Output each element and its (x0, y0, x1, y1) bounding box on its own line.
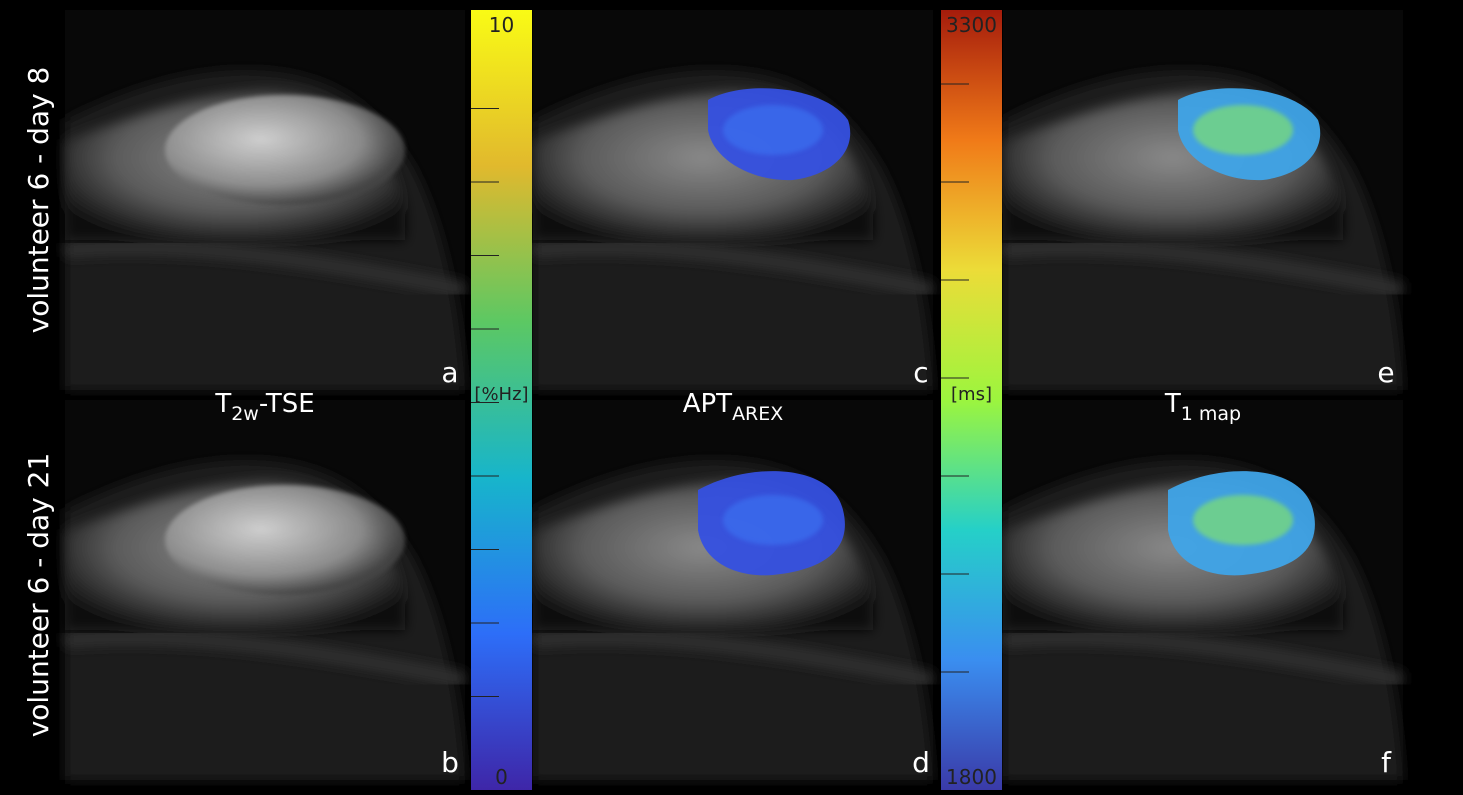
panel-label: f (1381, 746, 1392, 779)
row-label: volunteer 6 - day 21 (22, 453, 55, 738)
colorbar-tick-label: 10 (489, 13, 514, 37)
panel-label: d (912, 746, 930, 779)
panel-label: e (1377, 356, 1394, 389)
panel-label: a (441, 356, 458, 389)
panel-label: c (913, 356, 928, 389)
mri-slice (533, 10, 933, 390)
overlay-detail (1193, 495, 1293, 545)
column-title: APTAREX (683, 389, 784, 425)
title-part: -TSE (259, 389, 315, 419)
mri-slice (1003, 400, 1403, 780)
image-panel (1003, 400, 1403, 780)
overlay-detail (723, 495, 823, 545)
column-title: T2w-TSE (214, 389, 314, 425)
colorbar-unit: [%Hz] (474, 384, 528, 405)
colorbar-tick-label: 0 (495, 765, 508, 789)
panel-label: b (441, 746, 459, 779)
colorbar-tick-label: 3300 (946, 13, 997, 37)
image-panel (1003, 10, 1403, 390)
image-panel (533, 10, 933, 390)
row-label: volunteer 6 - day 8 (22, 67, 55, 334)
image-panel (533, 400, 933, 780)
colorbar (941, 10, 1002, 790)
mri-slice (533, 400, 933, 780)
colorbar (471, 10, 532, 790)
tissue-bright (165, 95, 405, 205)
overlay-detail (723, 105, 823, 155)
mri-slice (1003, 10, 1403, 390)
title-part: 1 map (1181, 403, 1241, 425)
image-panel (65, 10, 465, 390)
colorbar-unit: [ms] (951, 384, 992, 405)
overlay-detail (1193, 105, 1293, 155)
title-part: T (214, 389, 231, 419)
column-title: T1 map (1164, 389, 1241, 425)
colorbar-tick-label: 1800 (946, 765, 997, 789)
title-part: T (1164, 389, 1181, 419)
title-part: 2w (231, 403, 259, 425)
title-part: APT (683, 389, 732, 419)
image-panel (65, 400, 465, 780)
title-part: AREX (732, 403, 783, 425)
tissue-bright (165, 485, 405, 595)
